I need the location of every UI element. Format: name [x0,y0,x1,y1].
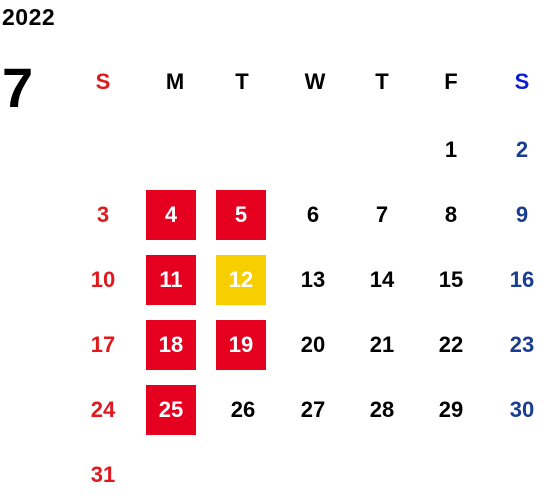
week-row-5: 24 25 26 27 28 29 30 [68,385,548,435]
day-cell[interactable]: 3 [96,202,110,227]
day-cell-holiday[interactable]: 11 [146,255,196,305]
day-cell[interactable]: 14 [369,267,395,292]
day-cell[interactable]: 15 [438,267,464,292]
day-cell[interactable]: 28 [369,397,395,422]
day-cell[interactable]: 29 [438,397,464,422]
day-cell[interactable]: 17 [90,332,116,357]
week-row-4: 17 18 19 20 21 22 23 [68,320,548,370]
day-cell[interactable]: 23 [509,332,535,357]
day-cell[interactable]: 22 [438,332,464,357]
day-cell[interactable]: 26 [230,397,256,422]
day-cell[interactable]: 7 [375,202,389,227]
weekday-sat: S [514,69,530,94]
month-label: 7 [2,56,34,119]
day-cell[interactable]: 30 [509,397,535,422]
day-cell[interactable]: 31 [90,462,116,487]
weekday-tue: T [235,69,249,94]
weekday-mon: M [165,69,185,94]
day-cell[interactable]: 24 [90,397,116,422]
weekday-sun: S [95,69,111,94]
year-label: 2022 [2,4,56,30]
day-cell[interactable]: 10 [90,267,116,292]
day-cell[interactable]: 6 [306,202,320,227]
weekday-wed: W [304,69,326,94]
day-cell[interactable]: 2 [515,137,529,162]
weekday-thu: T [375,69,389,94]
day-cell-holiday[interactable]: 25 [146,385,196,435]
week-row-3: 10 11 12 13 14 15 16 [68,255,548,305]
day-cell[interactable]: 27 [300,397,326,422]
day-cell-holiday[interactable]: 5 [216,190,266,240]
weekday-fri: F [444,69,458,94]
day-cell-holiday[interactable]: 19 [216,320,266,370]
weekday-header-row: S M T W T F S [68,57,548,107]
day-cell-holiday[interactable]: 18 [146,320,196,370]
day-cell-today[interactable]: 12 [216,255,266,305]
day-cell[interactable]: 20 [300,332,326,357]
day-cell[interactable]: 13 [300,267,326,292]
week-row-6: 31 [68,450,548,500]
day-cell[interactable]: 16 [509,267,535,292]
week-row-2: 3 4 5 6 7 8 9 [68,190,548,240]
day-cell-holiday[interactable]: 4 [146,190,196,240]
day-cell[interactable]: 9 [515,202,529,227]
day-cell[interactable]: 1 [444,137,458,162]
day-cell[interactable]: 8 [444,202,458,227]
day-cell[interactable]: 21 [369,332,395,357]
week-row-1: 1 2 [68,125,548,175]
